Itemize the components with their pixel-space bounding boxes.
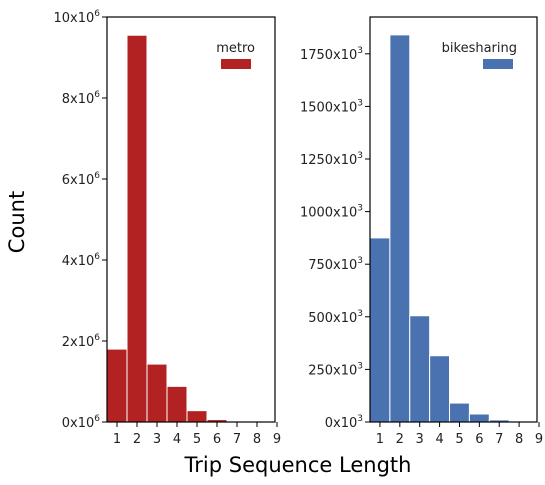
bar: [369, 237, 391, 423]
y-tick-label: 8x106: [62, 90, 101, 107]
y-tick-label: 1500x103: [300, 98, 363, 115]
x-tick-label: 5: [193, 432, 201, 447]
y-tick-label: 1000x103: [300, 204, 363, 221]
x-tick-label: 2: [133, 432, 141, 447]
bar: [106, 348, 128, 423]
bar: [146, 363, 168, 423]
x-tick-label: 7: [495, 432, 503, 447]
bar: [429, 355, 451, 423]
x-tick-label: 4: [435, 432, 443, 447]
bar: [126, 34, 148, 423]
x-tick-label: 5: [455, 432, 463, 447]
x-tick-label: 8: [253, 432, 261, 447]
x-tick-label: 7: [233, 432, 241, 447]
y-tick-label: 1250x103: [300, 151, 363, 168]
legend-label: metro: [216, 41, 255, 56]
bar: [409, 315, 431, 423]
y-tick-label: 6x106: [62, 171, 101, 188]
legend-swatch: [221, 59, 251, 69]
x-tick-label: 2: [396, 432, 404, 447]
x-axis-label: Trip Sequence Length: [184, 453, 412, 477]
y-tick-label: 750x103: [308, 256, 363, 273]
y-tick-label: 2x106: [62, 333, 101, 350]
y-axis-label: Count: [5, 191, 29, 253]
plot-panel-1: 0x106 2x106 4x106 6x106 8x106 10x106 1 2 3 4 5 6 7 8 9…: [53, 9, 281, 447]
y-tick-label: 0x103: [325, 414, 363, 431]
legend: bikesharing: [442, 41, 517, 69]
y-tick-label: 4x106: [62, 252, 101, 269]
x-tick-label: 9: [273, 432, 281, 447]
y-tick-label: 0x106: [62, 414, 101, 431]
plot-frame: [106, 16, 276, 423]
y-tick-label: 500x103: [308, 309, 363, 326]
x-tick-label: 4: [173, 432, 181, 447]
bar: [449, 402, 470, 423]
legend-swatch: [483, 59, 513, 69]
plot-panel-2: 0x103 250x103 500x103 750x103 1000x103 1250x1…: [300, 16, 543, 447]
y-tick-label: 1750x103: [300, 46, 363, 63]
x-tick-label: 6: [213, 432, 221, 447]
legend: metro: [216, 41, 255, 69]
x-tick-label: 1: [376, 432, 384, 447]
legend-label: bikesharing: [442, 41, 517, 56]
bar: [389, 34, 411, 423]
x-tick-label: 3: [153, 432, 161, 447]
bar: [468, 413, 490, 423]
y-tick-label: 250x103: [308, 361, 363, 378]
bar: [166, 385, 188, 423]
bar: [186, 410, 208, 423]
x-tick-label: 3: [416, 432, 424, 447]
plot-frame: [369, 16, 538, 423]
x-tick-label: 9: [535, 432, 543, 447]
x-tick-label: 1: [113, 432, 121, 447]
x-tick-label: 8: [515, 432, 523, 447]
y-tick-label: 10x106: [53, 9, 100, 26]
x-tick-label: 6: [475, 432, 483, 447]
